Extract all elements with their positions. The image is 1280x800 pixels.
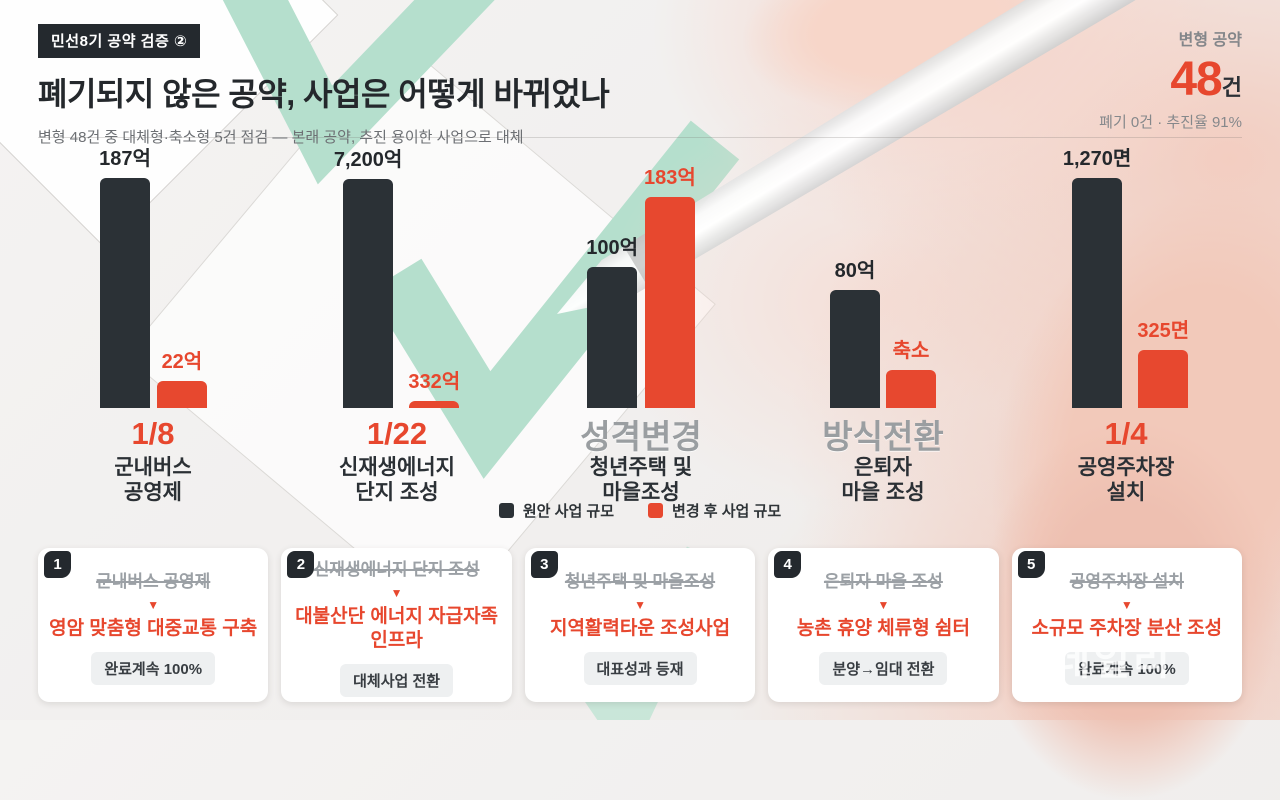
stat-label: 변형 공약	[1178, 32, 1242, 49]
bar-chart: 187억 22억 1/8 군내버스 공영제 7,200억 332억 1/22 신재…	[43, 140, 1236, 506]
status-badge: 완료계속 100%	[1064, 651, 1189, 685]
card-replacement-project: 대불산단 에너지 자급자족 인프라	[295, 606, 499, 651]
bar-changed	[409, 401, 460, 408]
summary-cards: 1 군내버스 공영제 ▼ 영암 맞춤형 대중교통 구축 완료계속 100% 2 …	[38, 548, 1243, 702]
card-original-pledge: 청년주택 및 마을조성	[564, 572, 716, 592]
bar-changed	[156, 381, 207, 408]
page-title: 폐기되지 않은 공약, 사업은 어떻게 바뀌었나	[38, 76, 610, 112]
bar-original	[343, 179, 394, 408]
group-tag: 1/4	[1104, 416, 1148, 451]
chart-group-4: 80억 축소 방식전환 은퇴자 마을 조성	[773, 140, 993, 506]
arrow-down-icon: ▼	[877, 598, 890, 613]
chart-legend: 원안 사업 규모 변경 후 사업 규모	[0, 500, 1280, 521]
pledge-card-2: 2 신재생에너지 단지 조성 ▼ 대불산단 에너지 자급자족 인프라 대체사업 …	[281, 548, 512, 702]
card-number-badge: 4	[774, 551, 802, 578]
arrow-down-icon: ▼	[147, 598, 160, 613]
bar-changed	[1138, 350, 1189, 408]
arrow-down-icon: ▼	[634, 598, 646, 613]
bar-value-changed: 22억	[161, 351, 203, 373]
card-replacement-project: 지역활력타운 조성사업	[549, 618, 731, 640]
group-name: 공영주차장 설치	[1077, 456, 1175, 504]
card-number-badge: 1	[44, 551, 71, 578]
bar-original	[830, 290, 880, 408]
legend-label: 변경 후 사업 규모	[672, 503, 782, 520]
bar-value-changed: 축소	[892, 340, 930, 362]
bar-value-original: 80억	[834, 260, 876, 282]
card-number-badge: 5	[1017, 551, 1045, 578]
bar-original	[1072, 178, 1123, 408]
group-name: 신재생에너지 단지 조성	[339, 456, 455, 504]
card-number-badge: 2	[287, 551, 315, 578]
header: 민선8기 공약 검증 ② 폐기되지 않은 공약, 사업은 어떻게 바뀌었나 변형…	[38, 24, 610, 147]
chart-group-1: 187억 22억 1/8 군내버스 공영제	[43, 140, 263, 506]
bar-changed	[644, 197, 695, 408]
card-original-pledge: 군내버스 공영제	[96, 572, 211, 592]
bar-value-original: 7,200억	[333, 149, 403, 171]
pledge-card-1: 1 군내버스 공영제 ▼ 영암 맞춤형 대중교통 구축 완료계속 100%	[38, 548, 269, 702]
bar-changed	[886, 370, 936, 408]
stat-block: 변형 공약 48건 폐기 0건 · 추진율 91%	[1099, 26, 1242, 132]
legend-swatch-dark	[498, 503, 514, 518]
bar-value-changed: 332억	[408, 371, 461, 393]
arrow-down-icon: ▼	[390, 586, 403, 601]
arrow-down-icon: ▼	[1120, 598, 1133, 613]
group-tag: 방식전환	[822, 418, 944, 455]
group-tag: 1/8	[131, 416, 175, 451]
bar-value-original: 187억	[99, 148, 151, 170]
bar-value-original: 100억	[586, 237, 638, 259]
bar-value-original: 1,270면	[1062, 148, 1132, 170]
status-badge: 대체사업 전환	[340, 663, 454, 697]
chart-group-2: 7,200억 332억 1/22 신재생에너지 단지 조성	[287, 140, 507, 506]
legend-item-changed: 변경 후 사업 규모	[648, 500, 781, 521]
stat-value: 48	[1170, 53, 1222, 106]
bar-value-changed: 325면	[1137, 320, 1190, 342]
series-badge: 민선8기 공약 검증 ②	[38, 24, 201, 58]
group-name: 청년주택 및 마을조성	[589, 456, 693, 504]
page-subtitle: 변형 48건 중 대체형·축소형 5건 점검 — 본래 공약, 추진 용이한 사…	[38, 129, 524, 146]
status-badge: 대표성과 등재	[583, 651, 697, 685]
group-name: 은퇴자 마을 조성	[841, 456, 925, 504]
legend-swatch-red	[648, 503, 664, 518]
card-original-pledge: 공영주차장 설치	[1069, 572, 1184, 592]
status-badge: 완료계속 100%	[91, 651, 216, 685]
chart-group-5: 1,270면 325면 1/4 공영주차장 설치	[1016, 140, 1236, 506]
bar-value-changed: 183억	[644, 167, 696, 189]
card-number-badge: 3	[530, 551, 558, 578]
legend-item-original: 원안 사업 규모	[498, 500, 615, 521]
pledge-card-4: 4 은퇴자 마을 조성 ▼ 농촌 휴양 체류형 쉼터 분양→임대 전환	[768, 548, 999, 702]
header-divider	[38, 137, 1242, 138]
pledge-card-3: 3 청년주택 및 마을조성 ▼ 지역활력타운 조성사업 대표성과 등재	[524, 548, 756, 702]
group-name: 군내버스 공영제	[114, 456, 192, 504]
status-badge: 분양→임대 전환	[819, 651, 948, 685]
card-original-pledge: 신재생에너지 단지 조성	[313, 560, 480, 580]
group-tag: 1/22	[366, 416, 428, 451]
chart-group-3: 100억 183억 성격변경 청년주택 및 마을조성	[531, 140, 751, 506]
stat-unit: 건	[1221, 75, 1242, 100]
pledge-card-5: 5 공영주차장 설치 ▼ 소규모 주차장 분산 조성 완료계속 100% 이데일…	[1011, 548, 1243, 702]
bar-original	[587, 267, 638, 408]
group-tag: 성격변경	[580, 418, 702, 455]
legend-label: 원안 사업 규모	[522, 503, 615, 520]
card-replacement-project: 영암 맞춤형 대중교통 구축	[49, 618, 258, 640]
stat-subtext: 폐기 0건 · 추진율 91%	[1099, 114, 1242, 131]
card-replacement-project: 소규모 주차장 분산 조성	[1031, 618, 1223, 640]
card-replacement-project: 농촌 휴양 체류형 쉼터	[796, 618, 970, 640]
bar-original	[100, 178, 150, 408]
card-original-pledge: 은퇴자 마을 조성	[823, 572, 943, 592]
